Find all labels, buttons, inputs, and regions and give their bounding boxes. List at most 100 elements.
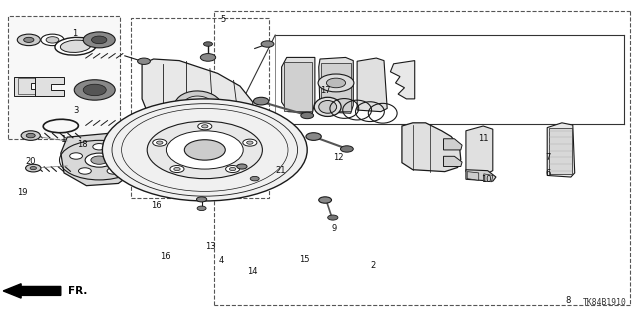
Circle shape (70, 153, 83, 159)
Text: 16: 16 (160, 252, 170, 261)
Text: 17: 17 (320, 86, 330, 95)
Text: 14: 14 (248, 267, 258, 276)
Circle shape (107, 168, 120, 174)
Circle shape (225, 166, 239, 173)
Circle shape (30, 167, 36, 170)
Circle shape (46, 37, 59, 43)
Circle shape (116, 153, 129, 159)
Polygon shape (402, 123, 461, 172)
Circle shape (91, 156, 108, 164)
Circle shape (253, 97, 269, 105)
Circle shape (198, 123, 212, 130)
Polygon shape (319, 57, 353, 113)
Polygon shape (467, 172, 479, 180)
Circle shape (92, 36, 107, 44)
Text: 11: 11 (478, 134, 488, 143)
Circle shape (83, 84, 106, 96)
Circle shape (200, 54, 216, 61)
Circle shape (318, 74, 354, 92)
Bar (549, 128, 572, 174)
Circle shape (21, 131, 40, 140)
Polygon shape (390, 61, 415, 99)
Circle shape (85, 153, 113, 167)
Circle shape (202, 125, 208, 128)
Circle shape (229, 167, 236, 171)
Text: 15: 15 (299, 255, 309, 263)
Polygon shape (444, 139, 462, 150)
Bar (8, 16, 120, 139)
Circle shape (319, 197, 332, 203)
Text: 19: 19 (17, 188, 28, 197)
Polygon shape (14, 77, 44, 96)
Circle shape (157, 141, 163, 144)
Text: 10: 10 (481, 175, 492, 184)
Circle shape (153, 139, 167, 146)
Circle shape (138, 115, 150, 121)
Circle shape (24, 37, 34, 42)
Polygon shape (466, 126, 493, 174)
Circle shape (170, 166, 184, 173)
Circle shape (166, 131, 243, 169)
Text: 12: 12 (333, 153, 343, 162)
Bar (284, 62, 312, 111)
Text: TK84B1910: TK84B1910 (583, 298, 627, 307)
Circle shape (79, 168, 92, 174)
Circle shape (340, 146, 353, 152)
Polygon shape (35, 77, 64, 96)
Polygon shape (282, 57, 315, 113)
Text: 9: 9 (332, 224, 337, 233)
Circle shape (74, 80, 115, 100)
Circle shape (26, 133, 35, 138)
Circle shape (102, 99, 307, 201)
FancyArrow shape (3, 284, 61, 298)
Circle shape (301, 112, 314, 119)
Circle shape (138, 58, 150, 64)
Text: 4: 4 (218, 256, 223, 265)
Circle shape (197, 206, 206, 211)
Circle shape (26, 164, 41, 172)
Circle shape (237, 164, 247, 169)
Circle shape (17, 34, 40, 46)
Ellipse shape (55, 37, 96, 55)
Text: 6: 6 (546, 169, 551, 178)
Text: 5: 5 (220, 15, 225, 24)
Bar (321, 63, 351, 111)
Circle shape (147, 121, 262, 179)
Text: 21: 21 (275, 166, 285, 175)
Circle shape (204, 42, 212, 46)
Circle shape (250, 176, 259, 181)
Ellipse shape (182, 96, 214, 118)
Text: 1: 1 (72, 29, 77, 38)
Text: 18: 18 (77, 140, 87, 149)
Text: 7: 7 (546, 153, 551, 162)
Polygon shape (357, 58, 387, 112)
Circle shape (306, 133, 321, 140)
Text: 1: 1 (61, 135, 67, 144)
Polygon shape (444, 156, 462, 167)
Circle shape (243, 139, 257, 146)
Ellipse shape (319, 100, 337, 113)
Circle shape (326, 78, 346, 88)
Bar (131, 18, 269, 198)
Polygon shape (142, 59, 253, 140)
Circle shape (184, 140, 225, 160)
Circle shape (83, 32, 115, 48)
Polygon shape (466, 170, 496, 181)
Text: 13: 13 (205, 242, 215, 251)
Circle shape (174, 167, 180, 171)
Polygon shape (61, 133, 134, 186)
Circle shape (93, 144, 106, 150)
Text: FR.: FR. (68, 286, 88, 296)
Polygon shape (483, 174, 493, 182)
Text: 2: 2 (371, 261, 376, 270)
Text: 16: 16 (152, 201, 162, 210)
Ellipse shape (60, 40, 91, 52)
Circle shape (196, 197, 207, 202)
Text: 3: 3 (73, 106, 78, 115)
Ellipse shape (174, 91, 223, 123)
Polygon shape (547, 123, 575, 177)
Circle shape (261, 41, 274, 47)
Ellipse shape (314, 97, 341, 116)
Circle shape (328, 215, 338, 220)
Circle shape (246, 141, 253, 144)
